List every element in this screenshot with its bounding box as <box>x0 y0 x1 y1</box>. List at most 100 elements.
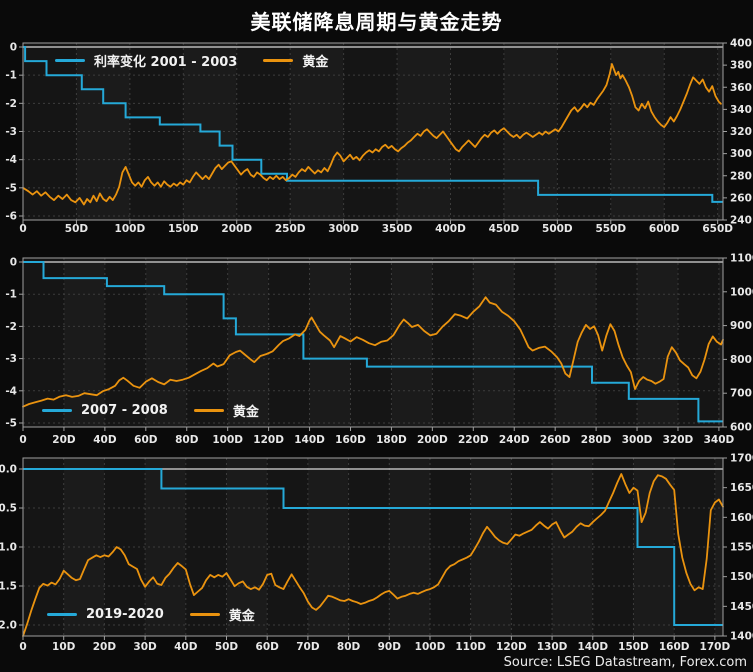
x-axis-tick-label: 400D <box>435 223 466 235</box>
rate-line-swatch-icon <box>55 59 85 62</box>
x-axis-tick-label: 160D <box>335 434 366 446</box>
x-axis-tick-label: 220D <box>458 434 489 446</box>
x-axis-tick-label: 80D <box>337 641 361 653</box>
gold-legend-label-2: 黄金 <box>232 405 259 420</box>
plot-band <box>350 258 392 427</box>
left-axis-tick-label: -2 <box>5 98 17 110</box>
right-axis-tick-label: 700 <box>730 388 752 400</box>
plot-band <box>511 458 553 636</box>
x-axis-tick-label: 60D <box>256 641 280 653</box>
x-axis-tick-label: 240D <box>499 434 530 446</box>
left-axis-tick-label: 0.0 <box>0 464 17 476</box>
x-axis-tick-label: 200D <box>417 434 448 446</box>
x-axis-tick-label: 550D <box>595 223 626 235</box>
legend-item-gold-2: 黄金 <box>193 401 259 420</box>
legend-item-rate-3: 2019-2020 <box>47 607 164 622</box>
right-axis-tick-label: 1100 <box>730 253 753 265</box>
plot-band <box>596 258 638 427</box>
plot-band <box>514 258 556 427</box>
legend-panel-3: 2019-2020 黄金 <box>47 605 255 624</box>
rate-step-line <box>23 261 723 423</box>
plot-band <box>555 258 597 427</box>
right-axis-tick-label: 1000 <box>730 286 753 298</box>
gold-line-swatch-icon <box>193 409 224 412</box>
right-axis-tick-label: 1450 <box>730 601 753 613</box>
right-axis-tick-label: 340 <box>730 104 752 116</box>
plot-band <box>63 258 105 427</box>
x-axis-tick-label: 350D <box>382 223 413 235</box>
x-axis-tick-label: 50D <box>215 641 239 653</box>
rate-line-swatch-icon <box>42 409 72 412</box>
x-axis-tick-label: 60D <box>134 434 158 446</box>
legend-item-rate-1: 利率变化 2001 - 2003 <box>55 51 237 70</box>
left-axis-tick-label: -1 <box>5 289 17 301</box>
right-axis-tick-label: 1700 <box>730 453 753 465</box>
x-axis-tick-label: 10D <box>52 641 76 653</box>
gold-line <box>22 63 722 206</box>
x-axis-tick-label: 320D <box>663 434 694 446</box>
x-axis-tick-label: 180D <box>376 434 407 446</box>
x-axis-tick-label: 280D <box>581 434 612 446</box>
right-axis-tick-label: 1500 <box>730 571 753 583</box>
plot-band <box>473 258 515 427</box>
x-axis-tick-label: 200D <box>221 223 252 235</box>
left-axis-tick-label: -4 <box>5 385 17 397</box>
rate-legend-label-3: 2019-2020 <box>86 607 164 622</box>
right-axis-tick-label: 800 <box>730 354 752 366</box>
legend-item-rate-2: 2007 - 2008 <box>42 403 168 418</box>
panel-top: 0 -1 -2 -3 -4 -5 -6 400 380 360 340 320 300 280 260 240… <box>5 38 752 236</box>
left-axis-tick-label: -1.0 <box>0 542 17 554</box>
x-axis-tick-label: 250D <box>275 223 306 235</box>
legend-item-gold-3: 黄金 <box>189 605 255 624</box>
source-attribution: Source: LSEG Datastream, Forex.com <box>503 655 747 670</box>
x-axis-tick-label: 160D <box>659 641 690 653</box>
left-axis-tick-label: 0 <box>10 42 17 54</box>
gold-line-swatch-icon <box>189 613 220 616</box>
left-axis-tick-label: -2.0 <box>0 620 17 632</box>
rate-legend-label-2: 2007 - 2008 <box>81 403 168 418</box>
rate-legend-label-1: 利率变化 2001 - 2003 <box>94 55 238 70</box>
x-axis-tick-label: 450D <box>489 223 520 235</box>
x-axis-tick-label: 50D <box>65 223 89 235</box>
plot-band <box>637 258 678 427</box>
right-axis-tick-label: 1550 <box>730 542 753 554</box>
x-axis-tick-label: 300D <box>622 434 653 446</box>
plot-band <box>309 258 351 427</box>
page-title: 美联储降息周期与黄金走势 <box>250 10 503 34</box>
gold-legend-label-3: 黄金 <box>228 609 255 624</box>
plot-band <box>717 43 723 220</box>
left-axis-tick-label: 0 <box>10 257 17 269</box>
x-axis-tick-label: 150D <box>618 641 649 653</box>
panel-middle: 0 -1 -2 -3 -4 -5 1100 1000 900 800 700 600 0 20D 40D 60… <box>5 253 753 447</box>
left-axis-tick-label: -1.5 <box>0 581 17 593</box>
x-axis-tick-label: 0 <box>19 641 26 653</box>
left-axis-tick-label: -2 <box>5 321 17 333</box>
right-axis-tick-label: 400 <box>730 38 752 50</box>
right-axis-tick-label: 260 <box>730 192 752 204</box>
left-axis-tick-label: -0.5 <box>0 503 17 515</box>
x-axis-tick-label: 30D <box>133 641 157 653</box>
x-axis-tick-label: 650D <box>702 223 733 235</box>
x-axis-tick-label: 100D <box>212 434 243 446</box>
x-axis-tick-label: 120D <box>253 434 284 446</box>
left-axis-tick-label: -5 <box>5 182 17 194</box>
right-axis-tick-label: 300 <box>730 148 752 160</box>
right-axis-tick-label: 240 <box>730 215 752 227</box>
gold-line <box>22 296 724 408</box>
right-axis-tick-label: 1650 <box>730 482 753 494</box>
panel-bottom: 0.0 -0.5 -1.0 -1.5 -2.0 1700 1650 1600 1550 1500 1… <box>0 453 753 654</box>
right-axis-tick-label: 320 <box>730 126 752 138</box>
x-axis-tick-label: 140D <box>577 641 608 653</box>
right-axis-tick-label: 600 <box>730 422 752 434</box>
x-axis-tick-label: 170D <box>700 641 731 653</box>
left-axis-tick-label: -3 <box>5 126 17 138</box>
x-axis-tick-label: 70D <box>296 641 320 653</box>
rate-step-line <box>23 46 723 203</box>
legend-panel-1: 利率变化 2001 - 2003 黄金 <box>55 51 328 70</box>
x-axis-tick-label: 110D <box>455 641 486 653</box>
x-axis-tick-label: 20D <box>93 641 117 653</box>
x-axis-tick-label: 80D <box>175 434 199 446</box>
left-axis-tick-label: -5 <box>5 418 17 430</box>
